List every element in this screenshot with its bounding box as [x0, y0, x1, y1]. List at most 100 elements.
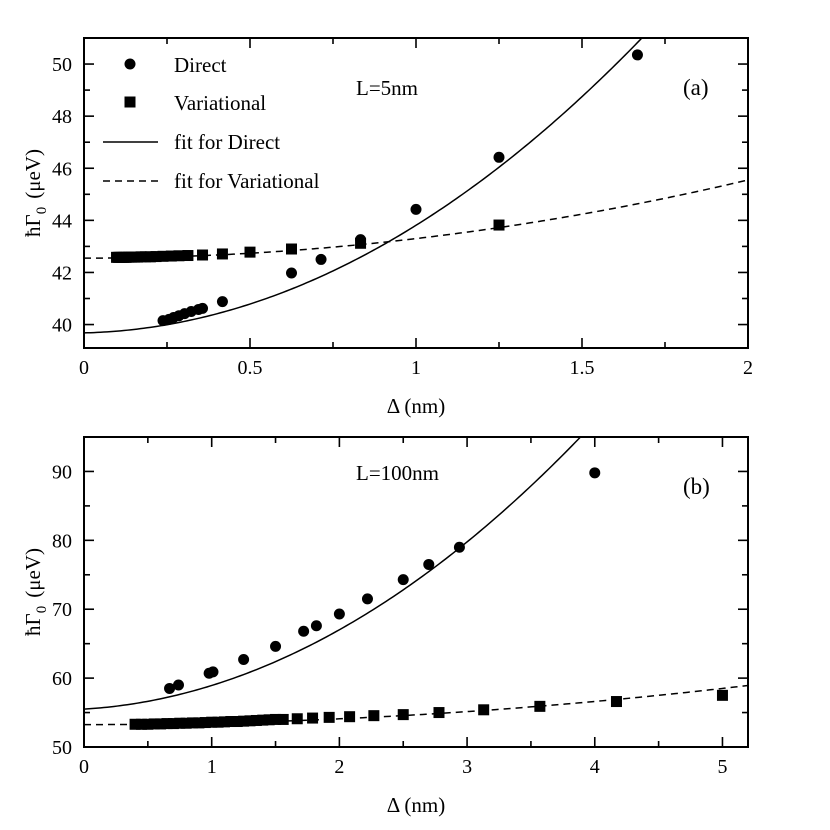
data-point-variational — [129, 718, 141, 730]
axis-ticks: 0 1 2 3 4 5 50 60 70 80 90 — [52, 437, 748, 778]
data-point-variational — [433, 707, 445, 719]
data-point-direct — [333, 608, 345, 620]
legend: Direct Variational fit for Direct fit fo… — [103, 53, 320, 193]
x-tick-label: 4 — [590, 756, 600, 778]
panel-b: 0 1 2 3 4 5 50 60 70 80 90 ħΓ0(μeV) Δ (nm) L=100nm… — [21, 436, 749, 817]
plot-frame — [83, 436, 749, 748]
data-point-variational — [263, 714, 275, 726]
x-tick-label: 0 — [79, 756, 89, 778]
data-point-variational — [206, 716, 218, 728]
data-point-variational — [244, 246, 256, 258]
annotation-label: L=100nm — [356, 461, 439, 485]
data-point-variational — [165, 250, 177, 262]
data-point-variational — [142, 718, 154, 730]
data-point-variational — [534, 700, 546, 712]
legend-entry-fit-direct: fit for Direct — [103, 130, 280, 154]
data-point-variational — [187, 717, 199, 729]
legend-label: fit for Direct — [174, 130, 280, 154]
y-axis-label: ħΓ0(μeV) — [21, 149, 50, 237]
x-tick-label: 1.5 — [570, 357, 595, 379]
y-tick-label: 80 — [52, 530, 72, 552]
data-point-direct — [631, 49, 643, 61]
data-point-variational — [148, 718, 160, 730]
data-point-variational — [478, 704, 490, 716]
data-point-variational — [493, 219, 505, 231]
data-point-variational — [225, 716, 237, 728]
data-point-variational — [231, 716, 243, 728]
data-point-direct — [286, 267, 297, 279]
data-point-variational — [291, 713, 303, 725]
data-point-variational — [157, 250, 169, 262]
y-tick-label: 90 — [52, 461, 72, 483]
data-point-variational — [368, 710, 380, 722]
data-point-variational — [161, 718, 173, 730]
x-axis-label: Δ (nm) — [387, 394, 445, 418]
data-point-variational — [199, 717, 211, 729]
data-point-variational — [286, 243, 297, 255]
x-axis-label: Δ (nm) — [387, 793, 445, 817]
x-tick-label: 0 — [79, 357, 89, 379]
data-point-variational — [270, 713, 282, 725]
axis-ticks: 0 0.5 1 1.5 2 40 42 44 46 48 50 — [52, 38, 753, 379]
data-point-direct — [589, 467, 601, 479]
data-point-variational — [344, 711, 356, 723]
y-tick-label: 70 — [52, 599, 72, 621]
data-point-direct — [315, 253, 327, 265]
legend-entry-fit-variational: fit for Variational — [103, 169, 320, 193]
legend-square-marker — [124, 96, 136, 108]
data-point-variational — [155, 718, 167, 730]
data-point-variational — [180, 717, 192, 729]
data-point-direct — [453, 541, 465, 553]
data-point-variational — [150, 251, 162, 263]
fit-direct-curve — [84, 38, 643, 334]
data-point-variational — [238, 715, 250, 727]
data-point-variational — [277, 713, 289, 725]
y-tick-label: 50 — [52, 737, 72, 759]
data-point-variational — [173, 250, 185, 262]
data-point-variational — [135, 718, 147, 730]
data-point-direct — [216, 296, 228, 308]
panel-a: 0 0.5 1 1.5 2 40 42 44 46 48 50 ħΓ0(μeV) Δ (nm) L=… — [21, 37, 753, 418]
legend-label: fit for Variational — [174, 169, 320, 193]
data-point-direct — [397, 574, 409, 586]
legend-circle-marker — [124, 58, 136, 70]
data-point-direct — [207, 666, 219, 678]
fit-variational-curve — [84, 179, 748, 259]
y-tick-label: 40 — [52, 315, 72, 337]
x-tick-label: 2 — [334, 756, 344, 778]
data-point-direct — [410, 203, 422, 215]
y-axis-label: ħΓ0(μeV) — [21, 548, 50, 636]
x-tick-label: 1 — [207, 756, 217, 778]
y-tick-label: 44 — [52, 210, 72, 232]
data-point-direct — [361, 593, 373, 605]
data-point-variational — [716, 689, 728, 701]
data-point-direct — [310, 620, 322, 632]
x-tick-label: 0.5 — [238, 357, 263, 379]
data-point-variational — [323, 711, 335, 723]
legend-label: Direct — [174, 53, 227, 77]
data-point-variational — [197, 249, 209, 261]
data-point-direct — [164, 682, 176, 694]
data-point-direct — [298, 625, 310, 637]
x-tick-label: 2 — [743, 357, 753, 379]
fit-direct-curve — [84, 437, 582, 710]
data-points — [129, 467, 728, 730]
data-point-variational — [182, 250, 194, 262]
data-point-variational — [167, 718, 179, 730]
x-tick-label: 3 — [462, 756, 472, 778]
data-point-direct — [493, 151, 505, 163]
data-point-variational — [174, 717, 186, 729]
data-point-direct — [270, 640, 282, 652]
annotation-label: L=5nm — [356, 76, 418, 100]
data-point-direct — [238, 654, 250, 666]
legend-entry-variational: Variational — [124, 91, 266, 115]
data-point-variational — [250, 714, 262, 726]
x-tick-label: 1 — [411, 357, 421, 379]
y-tick-label: 42 — [52, 262, 72, 284]
legend-label: Variational — [174, 91, 266, 115]
data-point-direct — [172, 679, 184, 691]
data-point-variational — [257, 714, 269, 726]
data-point-variational — [144, 251, 156, 263]
data-point-variational — [610, 696, 622, 708]
